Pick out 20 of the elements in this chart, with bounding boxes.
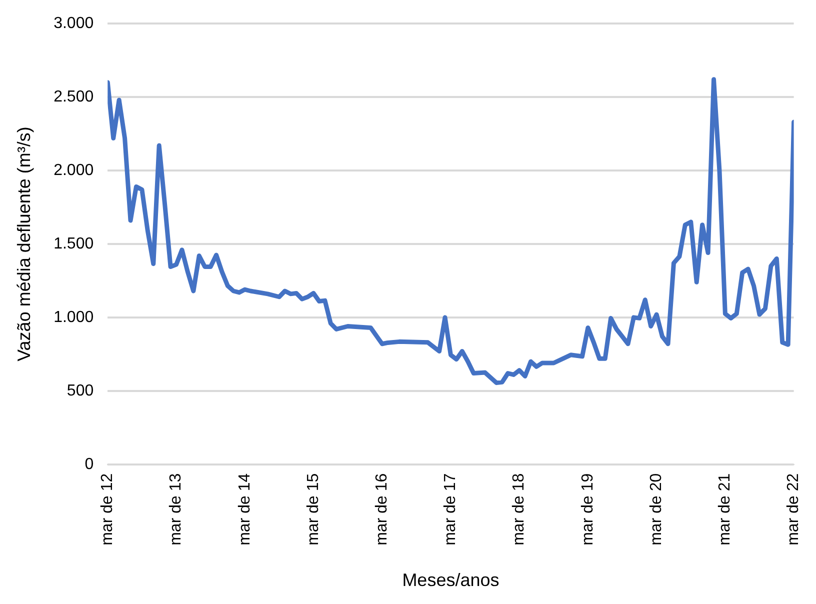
x-tick-label: mar de 20 bbox=[648, 473, 665, 546]
y-tick-label: 3.000 bbox=[54, 15, 94, 32]
y-tick-label: 1.000 bbox=[54, 308, 94, 326]
x-tick-label: mar de 19 bbox=[579, 473, 596, 546]
y-tick-label: 2.000 bbox=[54, 162, 94, 179]
x-tick-label: mar de 13 bbox=[168, 473, 185, 546]
x-tick-label: mar de 22 bbox=[785, 473, 802, 546]
x-tick-label: mar de 21 bbox=[716, 473, 734, 546]
x-tick-label: mar de 16 bbox=[374, 473, 391, 546]
x-tick-label: mar de 12 bbox=[99, 473, 116, 546]
y-tick-label: 2.500 bbox=[54, 88, 94, 106]
y-tick-label: 1.500 bbox=[54, 235, 94, 252]
y-tick-label: 500 bbox=[66, 382, 94, 400]
y-axis-title: Vazão média defluente (m³/s) bbox=[14, 126, 34, 362]
x-tick-label: mar de 14 bbox=[236, 473, 254, 546]
y-tick-label: 0 bbox=[84, 456, 94, 473]
x-tick-label: mar de 17 bbox=[442, 473, 460, 546]
x-axis-title: Meses/anos bbox=[402, 570, 500, 590]
x-tick-label: mar de 15 bbox=[304, 473, 322, 546]
x-tick-label: mar de 18 bbox=[510, 473, 528, 546]
